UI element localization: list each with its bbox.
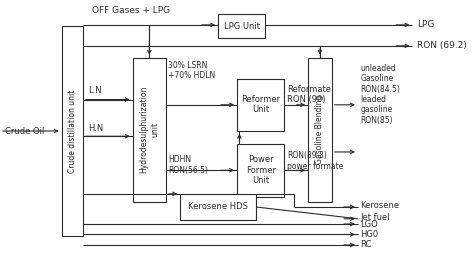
Text: LPG: LPG xyxy=(417,20,435,29)
Text: RON(89.3)
power formate: RON(89.3) power formate xyxy=(287,151,343,171)
Text: OFF Gases + LPG: OFF Gases + LPG xyxy=(92,6,171,15)
Text: H.N: H.N xyxy=(88,124,103,133)
Text: Hydrodesulphurization
unit: Hydrodesulphurization unit xyxy=(140,86,159,173)
Bar xyxy=(180,194,256,220)
Bar xyxy=(308,58,332,202)
Text: RON (69.2): RON (69.2) xyxy=(417,41,467,50)
Bar xyxy=(62,26,83,236)
Text: Gasoline Blending: Gasoline Blending xyxy=(316,95,324,164)
Text: unleaded
Gasoline
RON(84.5)
leaded
gasoline
RON(85): unleaded Gasoline RON(84.5) leaded gasol… xyxy=(360,64,400,125)
Text: L.N: L.N xyxy=(88,86,101,95)
Text: Kerosene HDS: Kerosene HDS xyxy=(188,203,248,211)
Text: Jet fuel: Jet fuel xyxy=(360,213,390,222)
Text: HDHN
RON(56.5): HDHN RON(56.5) xyxy=(168,155,208,175)
Bar xyxy=(218,14,265,38)
Text: Kerosene: Kerosene xyxy=(360,201,400,210)
Bar xyxy=(237,144,284,196)
Bar xyxy=(133,58,166,202)
Text: Crude Oil: Crude Oil xyxy=(5,127,44,135)
Text: LGO: LGO xyxy=(360,220,378,228)
Bar xyxy=(237,79,284,131)
Text: Reformer
Unit: Reformer Unit xyxy=(241,95,280,114)
Text: RC: RC xyxy=(360,241,372,249)
Text: Reformate
RON (90): Reformate RON (90) xyxy=(287,85,331,104)
Text: 30% LSRN
+70% HDLN: 30% LSRN +70% HDLN xyxy=(168,61,216,80)
Text: LPG Unit: LPG Unit xyxy=(224,22,260,31)
Text: Crude distillation unit: Crude distillation unit xyxy=(68,89,77,173)
Text: HG0: HG0 xyxy=(360,230,378,239)
Text: Power
Former
Unit: Power Former Unit xyxy=(246,155,276,185)
